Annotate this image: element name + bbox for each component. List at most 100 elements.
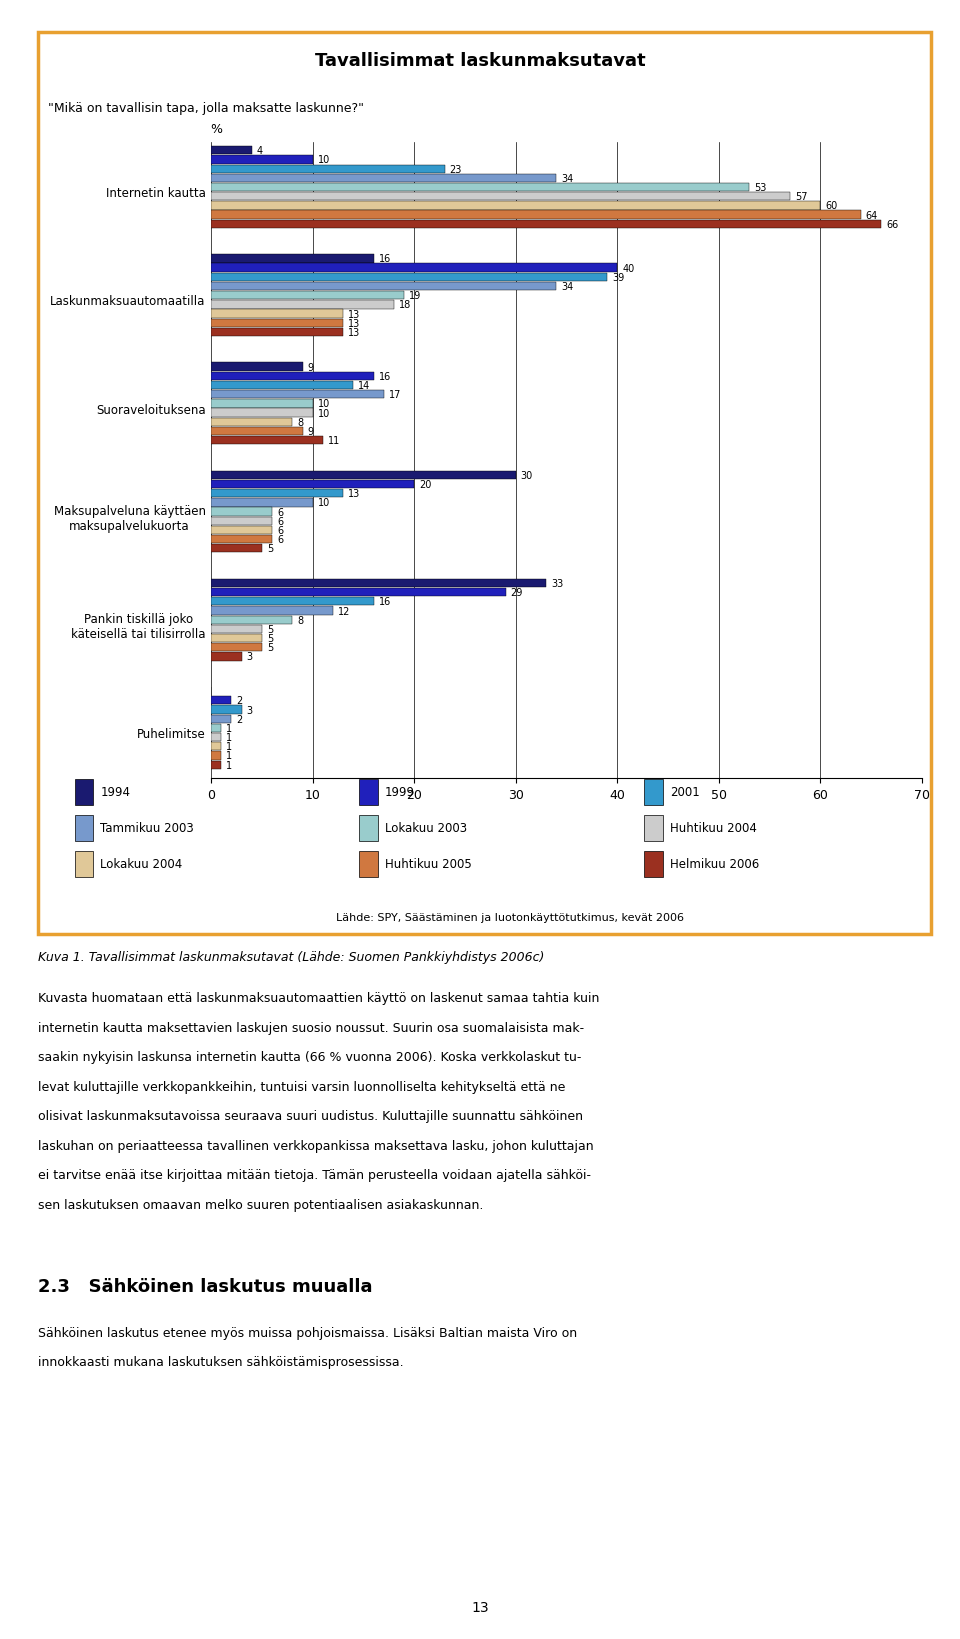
Bar [211,490,343,498]
Text: 9: 9 [307,426,314,436]
Bar [211,472,516,480]
Text: 64: 64 [866,210,878,221]
Text: 6: 6 [277,534,283,544]
Text: 5: 5 [267,544,274,554]
Bar [211,697,231,705]
Text: 9: 9 [307,362,314,372]
Text: 66: 66 [886,220,899,229]
Bar [211,724,222,733]
Bar [211,616,293,624]
Text: 5: 5 [267,634,274,644]
Text: 1: 1 [227,760,232,770]
Text: laskuhan on periaatteessa tavallinen verkkopankissa maksettava lasku, johon kulu: laskuhan on periaatteessa tavallinen ver… [38,1139,594,1152]
Bar [211,652,242,661]
Text: levat kuluttajille verkkopankkeihin, tuntuisi varsin luonnolliselta kehitykseltä: levat kuluttajille verkkopankkeihin, tun… [38,1080,565,1093]
Text: 3: 3 [247,652,252,662]
Bar [211,221,881,229]
Bar [211,598,373,606]
Text: Kuvasta huomataan että laskunmaksuautomaattien käyttö on laskenut samaa tahtia k: Kuvasta huomataan että laskunmaksuautoma… [38,992,600,1005]
Bar [211,706,242,715]
Text: saakin nykyisin laskunsa internetin kautta (66 % vuonna 2006). Koska verkkolasku: saakin nykyisin laskunsa internetin kaut… [38,1051,582,1064]
Bar [211,418,293,426]
Text: 6: 6 [277,526,283,536]
Bar [211,606,333,615]
Text: Tammikuu 2003: Tammikuu 2003 [100,821,194,834]
Text: 11: 11 [328,436,340,446]
Text: Sähköinen laskutus etenee myös muissa pohjoismaissa. Lisäksi Baltian maista Viro: Sähköinen laskutus etenee myös muissa po… [38,1326,578,1339]
Text: 8: 8 [298,418,303,428]
Bar [211,320,343,328]
Bar [75,815,93,841]
Bar [644,779,663,805]
Text: 6: 6 [277,516,283,526]
Text: 23: 23 [449,164,462,174]
Bar [211,752,222,760]
Text: "Mikä on tavallisin tapa, jolla maksatte laskunne?": "Mikä on tavallisin tapa, jolla maksatte… [48,102,364,115]
Bar [211,760,222,769]
Text: Huhtikuu 2005: Huhtikuu 2005 [385,857,472,870]
Text: 60: 60 [826,202,837,211]
Text: 16: 16 [378,254,391,264]
Bar [211,156,313,164]
Text: 2: 2 [236,697,243,706]
Text: 2: 2 [236,715,243,724]
Text: 2.3   Sähköinen laskutus muualla: 2.3 Sähköinen laskutus muualla [38,1277,372,1295]
Text: innokkaasti mukana laskutuksen sähköistämisprosessissa.: innokkaasti mukana laskutuksen sähköistä… [38,1355,404,1369]
Text: 1: 1 [227,751,232,760]
Bar [211,256,373,264]
Bar [211,364,302,372]
Bar [211,193,790,202]
Text: sen laskutuksen omaavan melko suuren potentiaalisen asiakaskunnan.: sen laskutuksen omaavan melko suuren pot… [38,1198,484,1211]
Text: Lähde: SPY, Säästäminen ja luotonkäyttötutkimus, kevät 2006: Lähde: SPY, Säästäminen ja luotonkäyttöt… [336,913,684,923]
Text: 18: 18 [399,300,411,310]
Text: 16: 16 [378,597,391,606]
Bar [211,274,607,282]
Bar [211,302,394,310]
Bar [211,436,323,446]
Bar [359,851,378,877]
Bar [211,634,262,642]
Bar [211,410,313,418]
Text: 5: 5 [267,642,274,652]
Text: 13: 13 [348,328,360,338]
Text: 53: 53 [755,184,766,193]
Text: 1: 1 [227,723,232,734]
Text: Kuva 1. Tavallisimmat laskunmaksutavat (Lähde: Suomen Pankkiyhdistys 2006c): Kuva 1. Tavallisimmat laskunmaksutavat (… [38,951,544,964]
Bar [211,282,556,292]
Bar [211,626,262,634]
Bar [75,779,93,805]
Text: 8: 8 [298,615,303,626]
Bar [211,544,262,552]
Text: Lokakuu 2003: Lokakuu 2003 [385,821,468,834]
Bar [211,390,384,398]
Bar [211,372,373,380]
Bar [644,815,663,841]
Text: 40: 40 [622,264,635,274]
Text: 13: 13 [348,488,360,498]
Bar [211,480,414,488]
Text: 4: 4 [257,146,263,156]
Bar [359,815,378,841]
Text: 20: 20 [420,480,432,490]
Bar [211,202,820,210]
Bar [211,742,222,751]
Text: Tavallisimmat laskunmaksutavat: Tavallisimmat laskunmaksutavat [315,52,645,70]
Text: internetin kautta maksettavien laskujen suosio noussut. Suurin osa suomalaisista: internetin kautta maksettavien laskujen … [38,1021,585,1034]
Text: 10: 10 [318,156,330,166]
Text: 39: 39 [612,272,624,282]
Bar [211,428,302,436]
Text: 29: 29 [511,588,523,598]
Text: 16: 16 [378,372,391,382]
Text: ei tarvitse enää itse kirjoittaa mitään tietoja. Tämän perusteella voidaan ajate: ei tarvitse enää itse kirjoittaa mitään … [38,1169,591,1182]
Bar [211,526,272,534]
Text: 3: 3 [247,705,252,715]
Bar [211,166,444,174]
Bar [211,518,272,526]
Bar [211,310,343,318]
Text: 2001: 2001 [670,785,700,798]
Text: 10: 10 [318,408,330,418]
Bar [211,148,252,156]
Bar [211,329,343,338]
Text: 10: 10 [318,400,330,410]
Bar [211,508,272,516]
